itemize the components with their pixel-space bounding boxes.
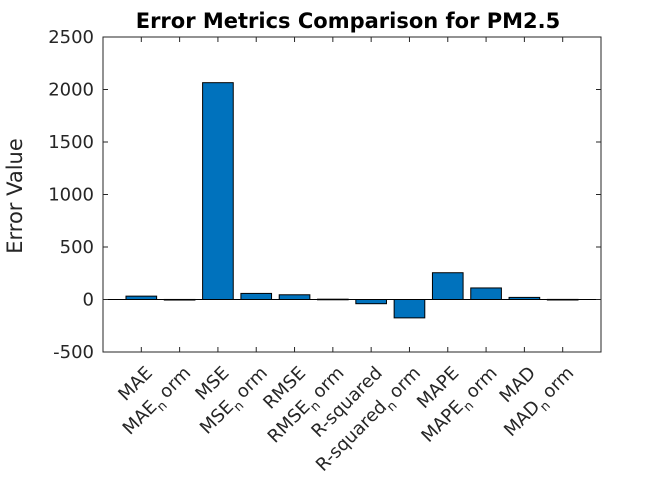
x-tick-label: MSE: [191, 363, 233, 405]
y-tick-label: 1500: [48, 132, 94, 153]
bar: [317, 298, 349, 301]
chart-title: Error Metrics Comparison for PM2.5: [136, 9, 561, 33]
axes-box: [102, 36, 602, 353]
bar: [393, 299, 426, 319]
bar: [431, 272, 464, 301]
bar: [202, 82, 234, 300]
x-tick-label: MAE: [114, 363, 157, 406]
y-tick-label: 500: [60, 237, 94, 258]
plot-area: -50005001000150020002500MAEMAEnormMSEMSE…: [48, 27, 602, 476]
y-tick-label: 0: [83, 290, 94, 311]
bar: [163, 298, 196, 301]
bar: [546, 298, 579, 301]
y-tick-label: 1000: [48, 185, 94, 206]
bar: [278, 294, 311, 300]
y-tick-label: 2000: [48, 80, 94, 101]
y-tick-label: 2500: [48, 27, 94, 48]
bar: [470, 287, 502, 301]
bar: [508, 296, 541, 300]
y-axis-label: Error Value: [3, 138, 27, 254]
bar: [355, 299, 387, 305]
bar: [125, 295, 158, 301]
y-tick-label: -500: [53, 342, 94, 363]
bar: [240, 292, 273, 301]
